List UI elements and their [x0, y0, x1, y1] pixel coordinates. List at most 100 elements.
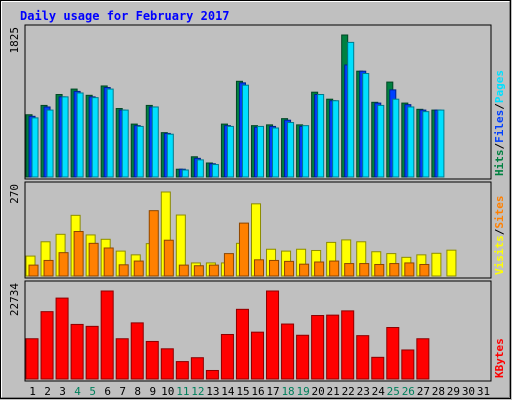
x-tick-label-6: 6	[104, 385, 111, 398]
bar-kbytes-day-14	[220, 333, 234, 380]
panel-2-series-labels: Visits/Sites	[493, 196, 506, 276]
panel-1-frame	[24, 24, 492, 180]
bar-pages-day-25	[392, 98, 400, 178]
bar-sites-day-11	[178, 264, 189, 277]
bar-pages-day-6	[106, 88, 114, 178]
bar-sites-day-13	[208, 264, 219, 277]
bar-pages-day-11	[181, 169, 189, 178]
bar-kbytes-day-9	[145, 340, 159, 380]
panel-1-series-labels: Hits/Files/Pages	[493, 70, 506, 176]
bar-pages-day-14	[226, 125, 234, 178]
x-tick-label-20: 20	[312, 385, 325, 398]
x-tick-label-17: 17	[266, 385, 279, 398]
x-tick-label-2: 2	[44, 385, 51, 398]
bar-sites-day-4	[73, 231, 84, 277]
panel-1-label-4: Pages	[493, 70, 506, 103]
bar-sites-day-23	[359, 263, 370, 277]
x-tick-label-7: 7	[119, 385, 126, 398]
panel-1-label-3: /	[493, 103, 506, 110]
x-tick-label-12: 12	[191, 385, 204, 398]
bar-pages-day-28	[437, 109, 445, 178]
x-tick-label-23: 23	[357, 385, 370, 398]
bar-kbytes-day-19	[296, 334, 310, 380]
bar-kbytes-day-20	[311, 315, 325, 380]
bar-pages-day-17	[272, 127, 280, 178]
panel-3-frame	[24, 280, 492, 382]
panel-1-label-2: Files	[493, 110, 506, 143]
x-tick-label-19: 19	[296, 385, 309, 398]
bar-kbytes-day-26	[401, 349, 415, 380]
plot-area: 1825Hits/Files/Pages270Visits/Sites22734…	[8, 24, 506, 398]
panel-3-label-0: KBytes	[493, 338, 506, 378]
panel-2-label-2: Sites	[493, 196, 506, 229]
bar-sites-day-25	[389, 263, 400, 277]
bar-sites-day-3	[58, 252, 69, 277]
bar-pages-day-23	[362, 73, 370, 178]
bar-sites-day-6	[103, 247, 114, 277]
bar-sites-day-10	[163, 239, 174, 277]
bar-sites-day-19	[299, 263, 310, 277]
bar-sites-day-15	[238, 222, 249, 277]
bar-sites-day-21	[329, 260, 340, 277]
bar-kbytes-day-12	[190, 357, 204, 380]
x-tick-label-3: 3	[59, 385, 66, 398]
bar-pages-day-20	[317, 94, 325, 178]
bar-pages-day-10	[166, 133, 174, 178]
bar-pages-day-18	[287, 122, 295, 178]
x-tick-label-11: 11	[176, 385, 189, 398]
x-tick-label-31: 31	[477, 385, 490, 398]
bar-kbytes-day-1	[25, 338, 39, 380]
x-tick-label-8: 8	[134, 385, 141, 398]
x-tick-label-22: 22	[342, 385, 355, 398]
x-tick-label-14: 14	[221, 385, 235, 398]
x-tick-label-18: 18	[281, 385, 294, 398]
bar-pages-day-8	[136, 125, 144, 178]
x-tick-label-24: 24	[372, 385, 386, 398]
bar-kbytes-day-3	[55, 297, 69, 380]
bar-sites-day-14	[223, 253, 234, 277]
bar-kbytes-day-23	[356, 335, 370, 380]
x-tick-label-13: 13	[206, 385, 219, 398]
x-tick-label-29: 29	[447, 385, 460, 398]
bar-pages-day-3	[61, 96, 69, 178]
x-tick-label-21: 21	[327, 385, 340, 398]
panel-3-series-labels: KBytes	[493, 338, 506, 378]
x-tick-label-1: 1	[29, 385, 36, 398]
bar-kbytes-day-15	[235, 308, 249, 380]
bar-pages-day-21	[332, 100, 340, 178]
bar-pages-day-9	[151, 106, 159, 178]
bar-sites-day-18	[284, 260, 295, 277]
x-tick-label-28: 28	[432, 385, 445, 398]
bar-kbytes-day-25	[386, 327, 400, 380]
bar-kbytes-day-21	[326, 314, 340, 380]
x-tick-label-25: 25	[387, 385, 400, 398]
chart-title: Daily usage for February 2017	[20, 9, 230, 23]
x-tick-label-27: 27	[417, 385, 430, 398]
bar-sites-day-9	[148, 210, 159, 277]
bar-sites-day-17	[269, 259, 280, 277]
bar-sites-day-24	[374, 263, 385, 277]
bar-pages-day-7	[121, 109, 129, 178]
bar-kbytes-day-22	[341, 310, 355, 380]
bar-pages-day-22	[347, 41, 355, 178]
bar-sites-day-1	[28, 264, 39, 277]
bar-kbytes-day-6	[100, 290, 114, 380]
bar-pages-day-5	[91, 97, 99, 178]
panel-1-label-0: Hits	[493, 150, 506, 177]
bar-sites-day-20	[314, 261, 325, 277]
panel-1-max-label: 1825	[8, 27, 21, 54]
bar-kbytes-day-27	[416, 338, 430, 380]
x-tick-label-5: 5	[89, 385, 96, 398]
bar-pages-day-15	[241, 84, 249, 178]
bar-kbytes-day-2	[40, 311, 54, 380]
x-tick-label-16: 16	[251, 385, 264, 398]
panel-3-max-label: 22734	[8, 283, 21, 316]
bar-kbytes-day-10	[160, 348, 174, 380]
bar-pages-day-13	[211, 164, 219, 178]
bar-sites-day-26	[404, 262, 415, 277]
panel-2-frame	[24, 181, 492, 279]
bar-pages-day-2	[46, 109, 54, 178]
x-tick-label-15: 15	[236, 385, 249, 398]
bar-kbytes-day-8	[130, 322, 144, 380]
